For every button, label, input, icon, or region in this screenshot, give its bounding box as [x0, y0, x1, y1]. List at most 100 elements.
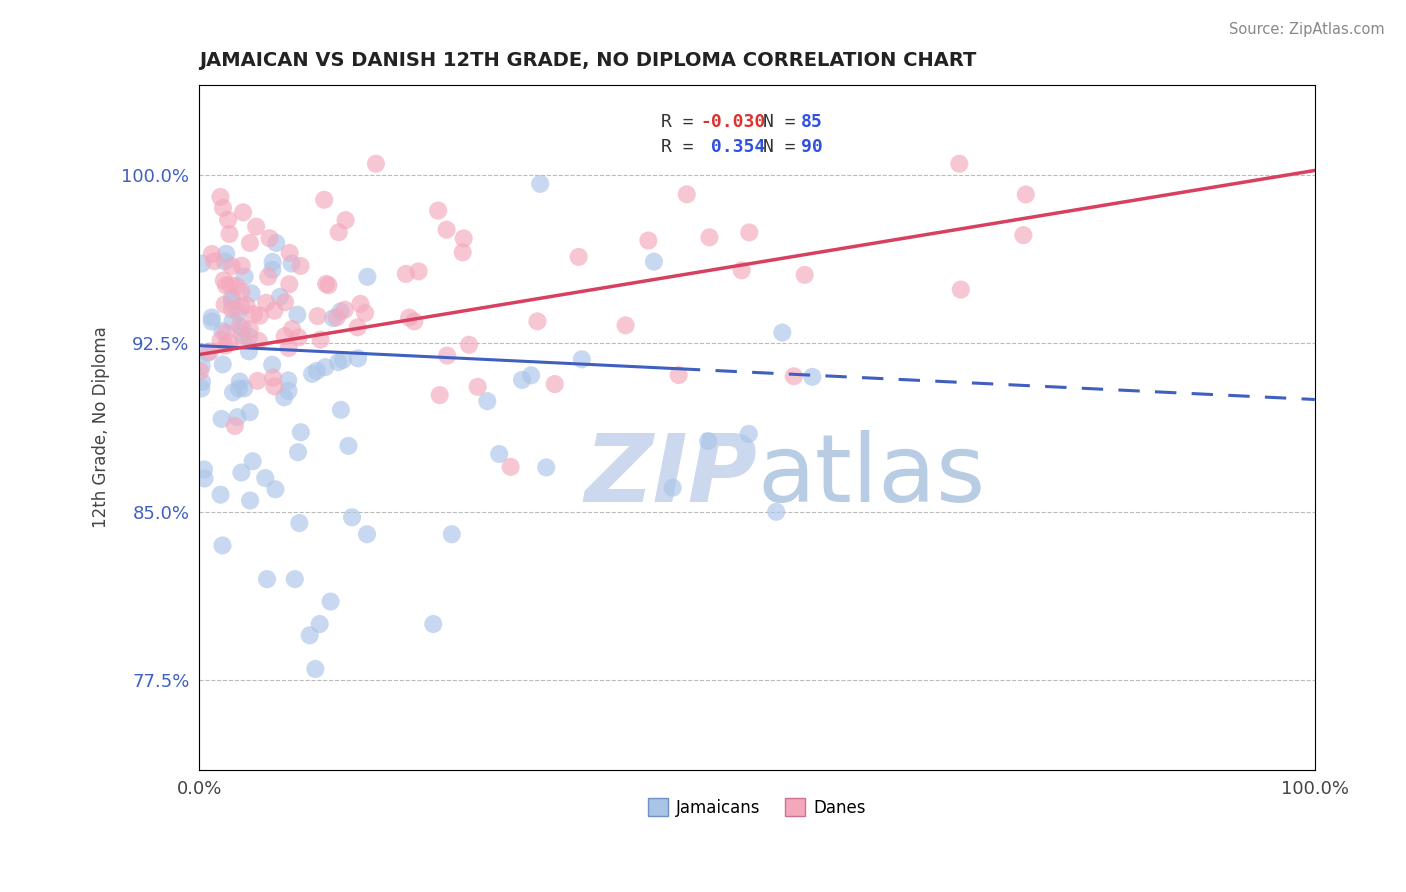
Text: Source: ZipAtlas.com: Source: ZipAtlas.com: [1229, 22, 1385, 37]
Point: [225, 279, 247, 293]
Point: [451, 245, 474, 260]
Text: R =: R =: [661, 113, 704, 131]
Point: [697, 434, 720, 448]
Point: [238, 344, 260, 359]
Point: [226, 305, 249, 319]
Point: [201, 314, 224, 328]
Point: [458, 338, 481, 352]
Point: [571, 352, 593, 367]
Point: [305, 364, 328, 378]
Point: [285, 308, 308, 322]
Point: [404, 314, 426, 328]
Text: 90: 90: [801, 138, 823, 156]
Legend: Jamaicans, Danes: Jamaicans, Danes: [641, 792, 873, 823]
Point: [214, 338, 236, 352]
Point: [335, 213, 357, 227]
Point: [254, 295, 277, 310]
Point: [232, 205, 254, 219]
Point: [322, 311, 344, 326]
Point: [221, 294, 243, 309]
Point: [308, 617, 330, 632]
Point: [314, 360, 336, 375]
Point: [262, 263, 284, 277]
Point: [499, 459, 522, 474]
Point: [264, 483, 287, 497]
Point: [264, 235, 287, 250]
Point: [247, 334, 270, 348]
Point: [301, 367, 323, 381]
Point: [398, 310, 420, 325]
Text: 0.354: 0.354: [700, 138, 765, 156]
Point: [668, 368, 690, 382]
Point: [793, 268, 815, 282]
Point: [221, 314, 243, 328]
Point: [262, 358, 284, 372]
Point: [197, 346, 219, 360]
Text: N =: N =: [763, 113, 807, 131]
Point: [529, 177, 551, 191]
Point: [304, 662, 326, 676]
Y-axis label: 12th Grade, No Diploma: 12th Grade, No Diploma: [93, 326, 110, 528]
Point: [215, 278, 238, 293]
Point: [328, 225, 350, 239]
Point: [211, 538, 233, 552]
Point: [231, 327, 253, 342]
Point: [262, 370, 284, 384]
Point: [231, 259, 253, 273]
Point: [298, 628, 321, 642]
Point: [277, 341, 299, 355]
Point: [614, 318, 637, 333]
Point: [526, 314, 548, 328]
Point: [675, 187, 697, 202]
Text: atlas: atlas: [756, 430, 986, 522]
Text: -0.030: -0.030: [700, 113, 765, 131]
Point: [288, 516, 311, 530]
Point: [274, 329, 297, 343]
Point: [235, 298, 257, 312]
Point: [228, 382, 250, 396]
Point: [290, 259, 312, 273]
Point: [254, 471, 277, 485]
Point: [219, 277, 242, 292]
Text: JAMAICAN VS DANISH 12TH GRADE, NO DIPLOMA CORRELATION CHART: JAMAICAN VS DANISH 12TH GRADE, NO DIPLOM…: [200, 51, 977, 70]
Point: [427, 203, 450, 218]
Point: [332, 353, 354, 368]
Point: [408, 264, 430, 278]
Point: [349, 297, 371, 311]
Point: [637, 234, 659, 248]
Point: [307, 309, 329, 323]
Point: [218, 227, 240, 241]
Point: [429, 388, 451, 402]
Point: [643, 254, 665, 268]
Point: [467, 380, 489, 394]
Point: [277, 384, 299, 398]
Point: [544, 377, 567, 392]
Point: [209, 333, 232, 347]
Point: [281, 322, 304, 336]
Point: [239, 493, 262, 508]
Point: [436, 349, 458, 363]
Point: [231, 466, 253, 480]
Point: [239, 405, 262, 419]
Point: [240, 286, 263, 301]
Point: [354, 306, 377, 320]
Point: [783, 369, 806, 384]
Point: [193, 471, 215, 485]
Point: [346, 320, 368, 334]
Point: [453, 231, 475, 245]
Point: [201, 247, 224, 261]
Point: [249, 309, 271, 323]
Text: R =: R =: [661, 138, 704, 156]
Point: [364, 157, 387, 171]
Point: [440, 527, 463, 541]
Point: [948, 157, 970, 171]
Point: [318, 278, 340, 293]
Point: [222, 385, 245, 400]
Point: [770, 326, 793, 340]
Point: [229, 375, 252, 389]
Point: [238, 329, 260, 343]
Point: [263, 379, 285, 393]
Point: [212, 273, 235, 287]
Point: [801, 369, 824, 384]
Point: [278, 246, 301, 260]
